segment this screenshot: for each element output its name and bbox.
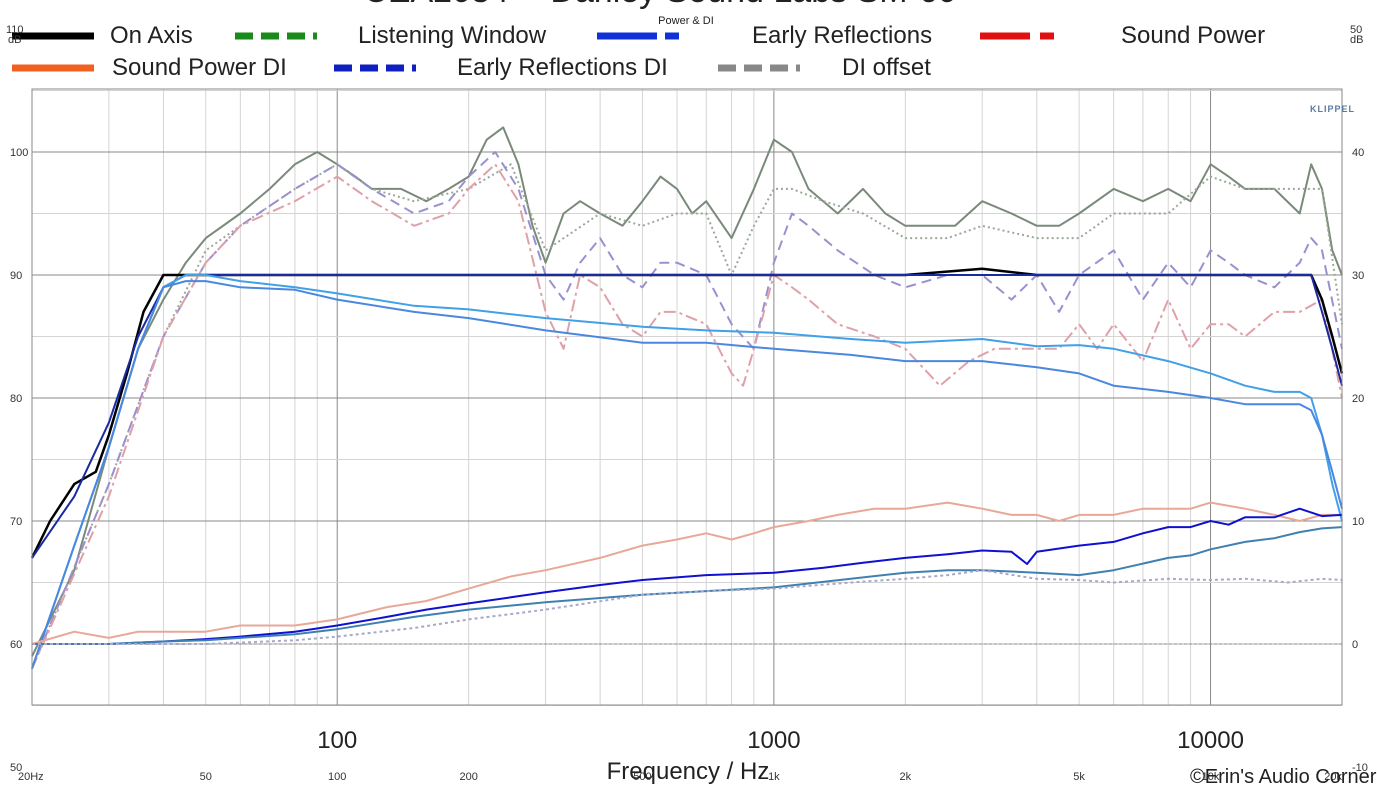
x-tick-small-3: 200 <box>459 771 477 783</box>
series-line-10 <box>32 526 1343 645</box>
y-tick-left-4: 90 <box>10 270 22 282</box>
x-tick-small-7: 5k <box>1073 771 1085 783</box>
legend-label-2: Early Reflections <box>752 22 932 49</box>
x-tick-big-2: 10000 <box>1177 727 1244 754</box>
x-tick-small-9: 20k <box>1324 771 1342 783</box>
left-unit-label-top: 110 <box>6 24 24 36</box>
series-line-2 <box>31 151 1343 669</box>
right-unit-label-top: 50 <box>1350 24 1362 36</box>
series-line-6 <box>31 274 1343 669</box>
series-line-11 <box>32 569 1343 645</box>
left-unit-label: dB <box>8 34 21 46</box>
x-tick-small-6: 2k <box>900 771 912 783</box>
chart-subtitle: Power & DI <box>658 15 714 27</box>
x-tick-small-5: 1k <box>768 771 780 783</box>
y-tick-left-1: 60 <box>10 639 22 651</box>
legend-label-1: Listening Window <box>358 22 547 49</box>
x-tick-small-4: 500 <box>633 771 651 783</box>
y-tick-right-4: 30 <box>1352 270 1364 282</box>
x-tick-small-0: 20Hz <box>18 771 44 783</box>
y-tick-left-3: 80 <box>10 393 22 405</box>
credit-text: ©Erin's Audio Corner <box>1190 766 1377 788</box>
plot-frame <box>31 88 1343 706</box>
x-tick-big-1: 1000 <box>747 727 800 754</box>
legend-label-4: Sound Power DI <box>112 54 287 81</box>
series-line-3 <box>31 163 1343 670</box>
legend-label-5: Early Reflections DI <box>457 54 668 81</box>
x-axis-label: Frequency / Hz <box>607 758 770 785</box>
y-tick-left-0: 50 <box>10 762 22 774</box>
y-tick-right-2: 10 <box>1352 516 1364 528</box>
x-tick-small-1: 50 <box>200 771 212 783</box>
series-line-7 <box>31 280 1343 669</box>
y-tick-left-5: 100 <box>10 147 28 159</box>
series-lines <box>30 126 1344 670</box>
legend-label-3: Sound Power <box>1121 22 1265 49</box>
chart-title: CEA2034 -- Danley Sound Labs SM-60 <box>363 0 956 10</box>
legend-label-6: DI offset <box>842 54 931 81</box>
klippel-logo: KLIPPEL <box>1310 104 1355 114</box>
legend: On Axis Listening Window Early Reflections… <box>12 22 1265 81</box>
y-tick-left-2: 70 <box>10 516 22 528</box>
series-line-8 <box>31 501 1342 645</box>
series-line-9 <box>32 507 1343 645</box>
x-tick-big-0: 100 <box>317 727 357 754</box>
y-tick-right-5: 40 <box>1352 147 1364 159</box>
legend-label-0: On Axis <box>110 22 193 49</box>
x-tick-small-2: 100 <box>328 771 346 783</box>
right-unit-label: dB <box>1350 34 1363 46</box>
y-tick-right-1: 0 <box>1352 639 1358 651</box>
x-tick-small-8: 10k <box>1202 771 1220 783</box>
y-tick-right-0: -10 <box>1352 762 1368 774</box>
y-tick-right-3: 20 <box>1352 393 1364 405</box>
